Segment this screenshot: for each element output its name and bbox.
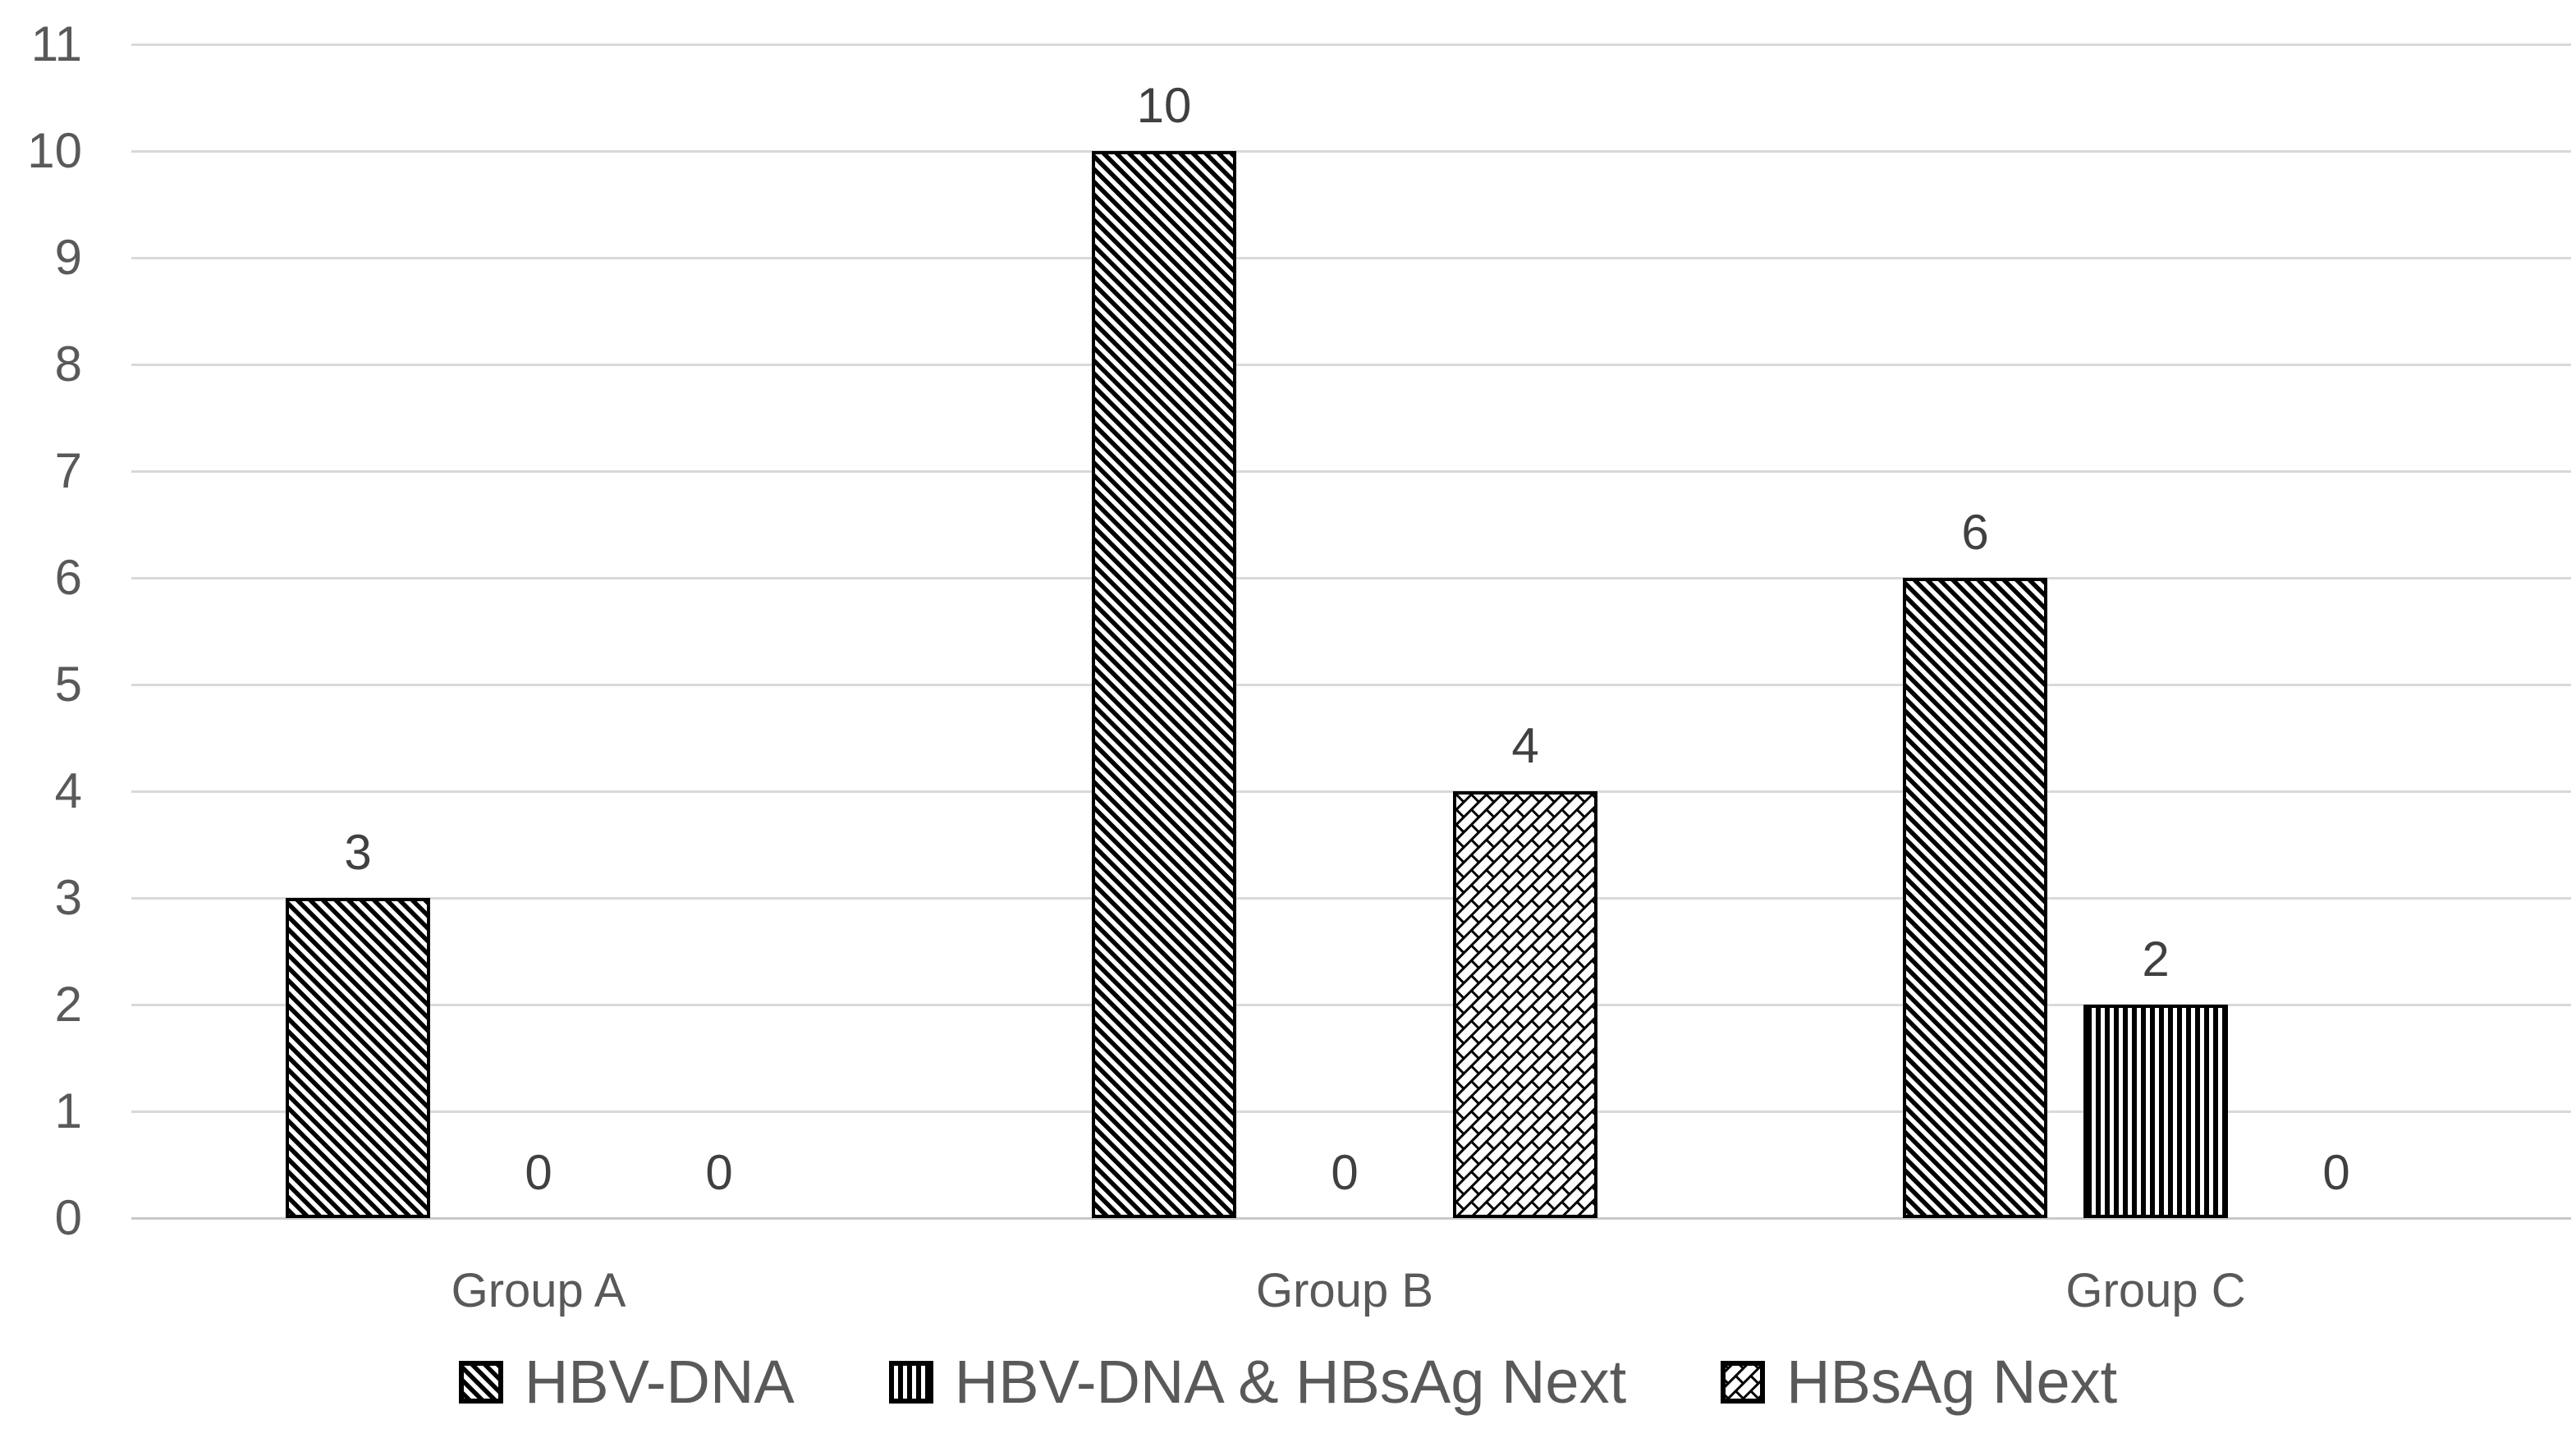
gridline bbox=[131, 684, 2571, 686]
y-tick-label: 9 bbox=[54, 230, 82, 285]
gridline bbox=[131, 897, 2571, 900]
gridline bbox=[131, 470, 2571, 473]
data-label: 10 bbox=[1136, 78, 1192, 133]
bar-diagonal-hatch bbox=[1903, 578, 2047, 1218]
y-tick-label: 11 bbox=[30, 16, 82, 71]
data-label: 0 bbox=[705, 1145, 733, 1200]
y-tick-label: 4 bbox=[54, 763, 82, 818]
y-tick-label: 0 bbox=[54, 1190, 82, 1245]
x-axis-line bbox=[131, 1217, 2571, 1220]
gridline bbox=[131, 577, 2571, 579]
y-tick-label: 3 bbox=[54, 870, 82, 925]
gridline bbox=[131, 790, 2571, 793]
gridline bbox=[131, 150, 2571, 153]
data-label: 4 bbox=[1511, 718, 1539, 773]
bar-vertical-stripes bbox=[2083, 1005, 2228, 1218]
y-tick-label: 5 bbox=[54, 657, 82, 712]
data-label: 2 bbox=[2142, 932, 2170, 987]
y-tick-label: 8 bbox=[54, 337, 82, 392]
category-label: Group B bbox=[1256, 1264, 1433, 1317]
y-tick-label: 2 bbox=[54, 977, 82, 1032]
legend-label-hbv-dna-and-hbsag-next: HBV-DNA & HBsAg Next bbox=[954, 1348, 1627, 1416]
y-tick-label: 10 bbox=[27, 123, 82, 178]
legend-item-hbv-dna-and-hbsag-next: HBV-DNA & HBsAg Next bbox=[888, 1348, 1627, 1416]
legend-label-hbsag-next: HBsAg Next bbox=[1786, 1348, 2118, 1416]
y-tick-label: 1 bbox=[54, 1083, 82, 1138]
diagonal-brick-swatch-icon bbox=[1721, 1361, 1766, 1404]
legend: HBV-DNA HBV-DNA & HBsAg Next HBsAg Next bbox=[0, 1349, 2576, 1415]
gridline bbox=[131, 364, 2571, 366]
gridline bbox=[131, 1004, 2571, 1006]
bar-diagonal-hatch bbox=[286, 898, 430, 1218]
category-label: Group A bbox=[451, 1264, 626, 1317]
data-label: 6 bbox=[1961, 505, 1989, 560]
data-label: 0 bbox=[525, 1145, 552, 1200]
diagonal-hatch-swatch-icon bbox=[458, 1361, 503, 1404]
data-label: 0 bbox=[1331, 1145, 1359, 1200]
data-label: 0 bbox=[2322, 1145, 2350, 1200]
gridline bbox=[131, 1111, 2571, 1113]
y-tick-label: 6 bbox=[54, 550, 82, 605]
bar-diagonal-brick bbox=[1453, 791, 1597, 1218]
gridline bbox=[131, 257, 2571, 259]
category-label: Group C bbox=[2065, 1264, 2246, 1317]
gridline bbox=[131, 44, 2571, 46]
legend-item-hbv-dna: HBV-DNA bbox=[458, 1348, 795, 1416]
legend-label-hbv-dna: HBV-DNA bbox=[524, 1348, 795, 1416]
bar-diagonal-hatch bbox=[1092, 151, 1236, 1218]
legend-item-hbsag-next: HBsAg Next bbox=[1721, 1349, 2117, 1415]
y-tick-label: 7 bbox=[54, 443, 82, 498]
data-label: 3 bbox=[344, 825, 372, 880]
vertical-stripes-swatch-icon bbox=[888, 1361, 933, 1404]
